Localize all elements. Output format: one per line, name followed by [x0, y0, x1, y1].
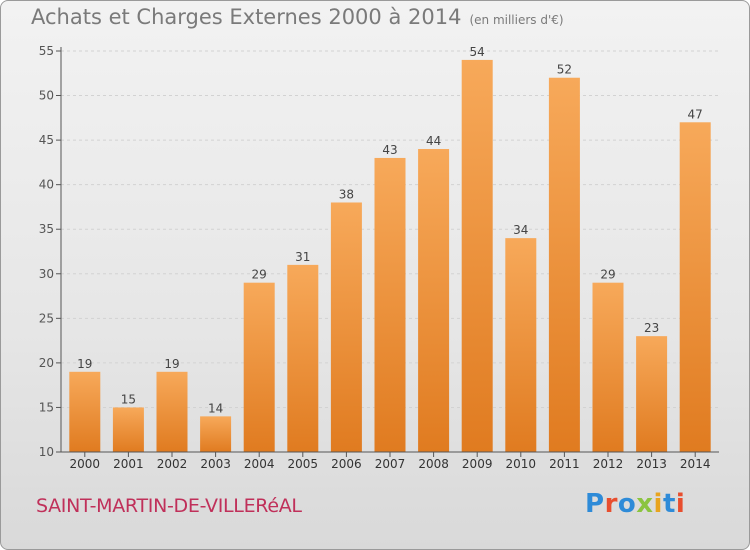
data-label: 19: [77, 357, 92, 371]
data-label: 31: [295, 250, 310, 264]
y-tick-label: 55: [39, 44, 54, 58]
y-tick-label: 40: [39, 178, 54, 192]
x-tick-label: 2011: [549, 457, 580, 471]
x-tick-label: 2003: [200, 457, 231, 471]
brand-letter: x: [636, 489, 654, 519]
bar: [112, 407, 144, 452]
data-label: 23: [644, 321, 659, 335]
data-label: 52: [557, 63, 572, 77]
bar: [636, 336, 668, 452]
x-tick-label: 2001: [113, 457, 144, 471]
data-label: 38: [339, 187, 354, 201]
y-tick-label: 35: [39, 222, 54, 236]
x-tick-label: 2009: [462, 457, 493, 471]
x-tick-label: 2005: [288, 457, 319, 471]
bar: [374, 157, 406, 452]
x-tick-label: 2012: [593, 457, 624, 471]
bar: [418, 149, 450, 452]
brand-letter: t: [662, 489, 676, 519]
bar: [592, 282, 624, 452]
y-tick-label: 30: [39, 267, 54, 281]
brand-letter: o: [617, 489, 637, 519]
bar: [287, 264, 319, 452]
data-label: 29: [600, 268, 615, 282]
bar: [548, 77, 580, 452]
bars: 19 15 19 14 29 31 38 43 44 54 34 52 29 23 47: [69, 45, 711, 453]
bar: [461, 59, 493, 453]
proxiti-logo: Proxiti: [585, 489, 685, 519]
chart-title-text: Achats et Charges Externes 2000 à 2014: [31, 5, 462, 29]
chart-unit: (en milliers d'€): [469, 13, 564, 27]
data-label: 19: [164, 357, 179, 371]
y-tick-label: 50: [39, 89, 54, 103]
x-tick-label: 2006: [331, 457, 362, 471]
y-tick-label: 10: [39, 445, 54, 459]
data-label: 15: [121, 392, 136, 406]
bar: [200, 416, 232, 452]
data-label: 14: [208, 401, 223, 415]
y-tick-label: 15: [39, 400, 54, 414]
bar: [156, 371, 188, 452]
x-tick-label: 2007: [375, 457, 406, 471]
bar: [679, 122, 711, 453]
commune-name: SAINT-MARTIN-DE-VILLERéAL: [36, 495, 302, 517]
chart-title: Achats et Charges Externes 2000 à 2014 (e…: [31, 5, 564, 29]
data-label: 54: [470, 45, 485, 59]
x-tick-label: 2000: [70, 457, 101, 471]
x-tick-label: 2013: [636, 457, 667, 471]
brand-letter: i: [675, 489, 686, 519]
data-label: 47: [688, 107, 703, 121]
bar: [243, 282, 275, 452]
y-tick-label: 20: [39, 356, 54, 370]
x-tick-label: 2008: [418, 457, 449, 471]
brand-letter: P: [585, 489, 605, 519]
brand-letter: r: [604, 489, 618, 519]
data-label: 43: [382, 143, 397, 157]
x-tick-label: 2010: [506, 457, 537, 471]
bar: [505, 238, 537, 452]
x-tick-label: 2002: [157, 457, 188, 471]
data-label: 34: [513, 223, 528, 237]
data-label: 44: [426, 134, 441, 148]
y-tick-label: 45: [39, 133, 54, 147]
axes: 10 15 20 25 30 35 40 45 50 55 2000 2001 2002 2003 2004…: [39, 44, 719, 471]
data-label: 29: [252, 268, 267, 282]
x-tick-label: 2004: [244, 457, 275, 471]
bar: [330, 202, 362, 452]
y-tick-label: 25: [39, 311, 54, 325]
x-tick-label: 2014: [680, 457, 711, 471]
brand-letter: i: [653, 489, 663, 519]
bar: [69, 371, 101, 452]
